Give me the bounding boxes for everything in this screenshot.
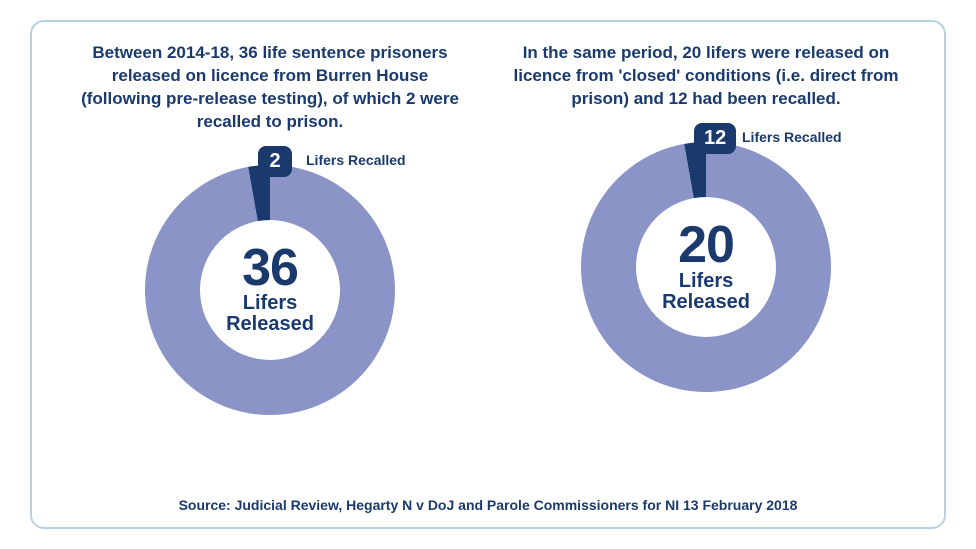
panel-right: In the same period, 20 lifers were relea… (498, 42, 914, 493)
center-number: 20 (678, 221, 734, 270)
donut-chart-right: 20 Lifers Released 12 Lifers Recalled (546, 117, 866, 417)
center-label-line1: Lifers (243, 293, 297, 314)
recalled-badge-right: 12 (694, 123, 736, 154)
panels-row: Between 2014-18, 36 life sentence prison… (62, 42, 914, 493)
recalled-badge-label-right: Lifers Recalled (742, 129, 842, 145)
center-label-line1: Lifers (679, 271, 733, 292)
panel-left-description: Between 2014-18, 36 life sentence prison… (70, 42, 470, 134)
center-label-line2: Released (662, 292, 750, 313)
panel-right-description: In the same period, 20 lifers were relea… (506, 42, 906, 111)
infographic-frame: Between 2014-18, 36 life sentence prison… (30, 20, 946, 529)
source-citation: Source: Judicial Review, Hegarty N v DoJ… (62, 497, 914, 513)
center-number: 36 (242, 244, 298, 293)
recalled-badge-left: 2 (258, 146, 292, 177)
donut-center-left: 36 Lifers Released (200, 220, 340, 360)
donut-chart-left: 36 Lifers Released 2 Lifers Recalled (110, 140, 430, 440)
recalled-badge-label-left: Lifers Recalled (306, 152, 406, 168)
panel-left: Between 2014-18, 36 life sentence prison… (62, 42, 478, 493)
donut-center-right: 20 Lifers Released (636, 197, 776, 337)
center-label-line2: Released (226, 314, 314, 335)
